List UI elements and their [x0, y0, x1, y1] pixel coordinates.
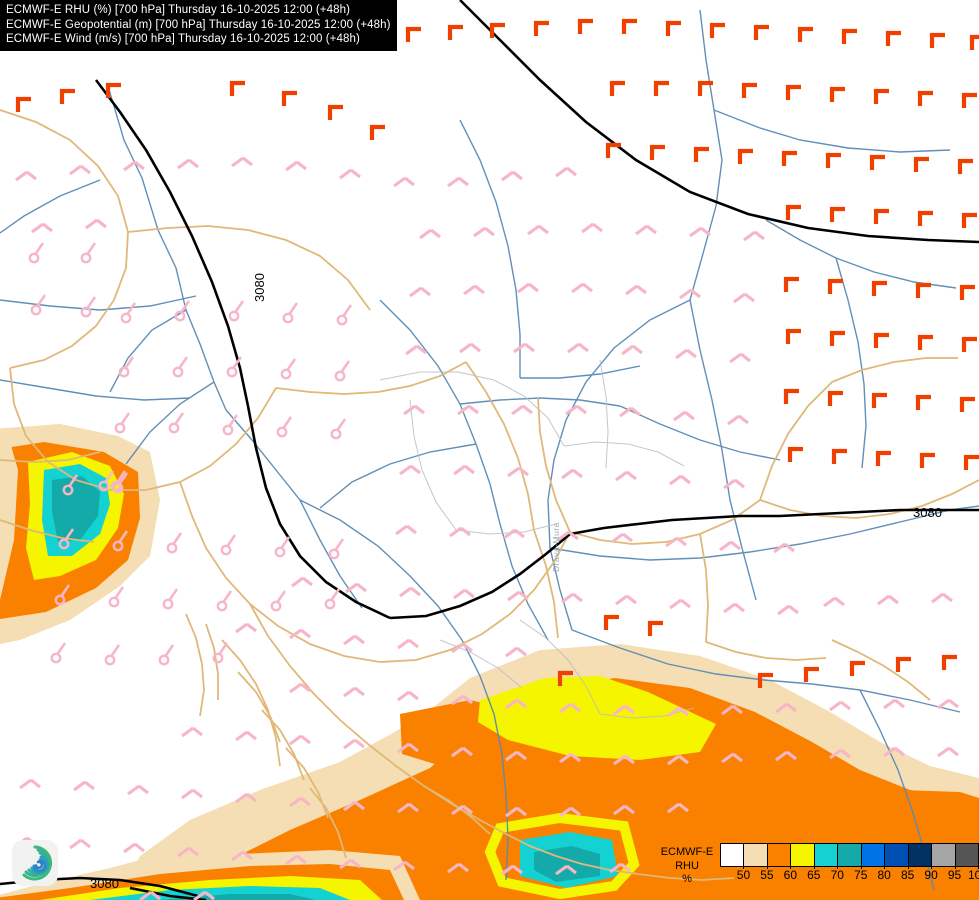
legend-tick-85: 85 — [900, 868, 915, 882]
legend-swatch-8 — [908, 844, 933, 866]
legend-tickmark-75 — [860, 865, 862, 869]
legend-tickmark-80 — [884, 865, 886, 869]
legend-model: ECMWF-E — [660, 846, 714, 858]
legend-swatch-4 — [814, 844, 839, 866]
legend-swatch-10 — [955, 844, 978, 866]
political-borders — [0, 109, 979, 881]
title-line-geopotential: ECMWF-E Geopotential (m) [700 hPa] Thurs… — [6, 18, 391, 31]
cyclone-spiral-logo[interactable] — [12, 840, 58, 886]
legend-tick-55: 55 — [760, 868, 774, 882]
legend-tick-100: 100 — [967, 868, 979, 882]
legend-tickmark-90 — [931, 865, 933, 869]
legend-swatch-9 — [932, 844, 956, 866]
legend-unit: % — [682, 873, 692, 885]
title-line-rhu: ECMWF-E RHU (%) [700 hPa] Thursday 16-10… — [6, 4, 351, 16]
legend-tickmark-65 — [813, 865, 815, 869]
contour-label-3080-sw: 3080 — [90, 876, 119, 891]
legend-tickmark-55 — [766, 865, 768, 869]
rhu-legend[interactable]: ECMWF-E RHU % 50 55 60 65 70 75 80 85 90 95 100 — [654, 843, 979, 900]
admin-boundaries — [379, 359, 695, 719]
legend-tickmark-85 — [907, 865, 909, 869]
legend-parameter: RHU — [675, 859, 699, 872]
legend-tick-75: 75 — [854, 868, 868, 882]
map-label-river: Drava-Mura — [551, 522, 561, 572]
river-network — [0, 9, 979, 891]
legend-swatch-1 — [744, 844, 768, 866]
legend-color-swatches — [720, 843, 979, 867]
legend-swatch-2 — [767, 844, 792, 866]
rhu-edge-strip — [0, 428, 18, 600]
legend-tick-80: 80 — [877, 868, 891, 882]
legend-swatch-5 — [838, 844, 862, 866]
legend-swatch-6 — [861, 844, 886, 866]
legend-tick-65: 65 — [807, 868, 821, 882]
legend-swatch-7 — [885, 844, 909, 866]
legend-tickmark-60 — [790, 865, 792, 869]
legend-tick-95: 95 — [947, 868, 962, 882]
map-title-block: ECMWF-E RHU (%) [700 hPa] Thursday 16-10… — [0, 0, 397, 51]
legend-swatch-0 — [721, 844, 745, 866]
legend-caption: ECMWF-E RHU % — [654, 843, 720, 887]
legend-tick-50: 50 — [736, 868, 751, 882]
contour-label-3080-nw: 3080 — [252, 273, 267, 302]
legend-tick-60: 60 — [783, 868, 798, 882]
legend-tick-70: 70 — [830, 868, 844, 882]
legend-swatch-3 — [791, 844, 815, 866]
legend-tick-90: 90 — [924, 868, 938, 882]
title-line-wind: ECMWF-E Wind (m/s) [700 hPa] Thursday 16… — [6, 33, 360, 46]
contour-label-3080-east: 3080 — [913, 505, 942, 520]
legend-tick-labels: 50 55 60 65 70 75 80 85 90 95 100 — [720, 865, 979, 887]
legend-tickmark-95 — [954, 865, 956, 869]
legend-tickmark-70 — [837, 865, 839, 869]
legend-tickmark-50 — [743, 865, 745, 869]
